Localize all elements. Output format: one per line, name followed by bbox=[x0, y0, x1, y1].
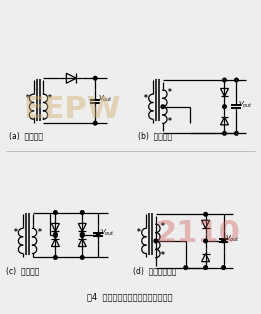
Text: *: * bbox=[38, 228, 41, 237]
Text: 2110: 2110 bbox=[155, 219, 240, 248]
Circle shape bbox=[204, 239, 207, 243]
Circle shape bbox=[93, 122, 97, 125]
Text: *: * bbox=[144, 94, 148, 103]
Text: *: * bbox=[26, 94, 29, 103]
Text: *: * bbox=[161, 251, 165, 260]
Circle shape bbox=[222, 266, 225, 269]
Text: *: * bbox=[137, 228, 141, 237]
Text: EEPW: EEPW bbox=[24, 95, 121, 124]
Circle shape bbox=[54, 256, 57, 259]
Circle shape bbox=[222, 239, 225, 243]
Text: $V_{out}$: $V_{out}$ bbox=[226, 234, 240, 244]
Text: $V_{out}$: $V_{out}$ bbox=[238, 100, 253, 110]
Circle shape bbox=[204, 213, 207, 216]
Circle shape bbox=[223, 78, 226, 82]
Text: (b)  全波整流: (b) 全波整流 bbox=[138, 131, 172, 140]
Circle shape bbox=[93, 76, 97, 80]
Circle shape bbox=[184, 266, 187, 269]
Circle shape bbox=[154, 239, 158, 243]
Circle shape bbox=[54, 233, 57, 237]
Text: *: * bbox=[168, 88, 172, 96]
Circle shape bbox=[80, 256, 84, 259]
Circle shape bbox=[80, 211, 84, 214]
Circle shape bbox=[161, 105, 165, 108]
Circle shape bbox=[223, 105, 226, 108]
Text: *: * bbox=[14, 228, 17, 237]
Text: 图4  直流变压器的副边整流滤波电路: 图4 直流变压器的副边整流滤波电路 bbox=[87, 292, 173, 301]
Circle shape bbox=[96, 233, 100, 237]
Circle shape bbox=[223, 132, 226, 135]
Circle shape bbox=[204, 266, 207, 269]
Text: (c)  全桥整流: (c) 全桥整流 bbox=[6, 266, 39, 275]
Text: $V_{out}$: $V_{out}$ bbox=[100, 228, 115, 238]
Circle shape bbox=[80, 233, 84, 237]
Text: (a)  半波整流: (a) 半波整流 bbox=[9, 131, 43, 140]
Text: *: * bbox=[48, 94, 51, 103]
Circle shape bbox=[54, 211, 57, 214]
Text: *: * bbox=[168, 117, 172, 126]
Circle shape bbox=[54, 234, 57, 237]
Text: (d)  推挽正激整流: (d) 推挽正激整流 bbox=[133, 266, 176, 275]
Circle shape bbox=[80, 234, 84, 237]
Circle shape bbox=[80, 233, 84, 236]
Circle shape bbox=[54, 233, 57, 236]
Text: *: * bbox=[161, 222, 165, 231]
Text: $V_{out}$: $V_{out}$ bbox=[98, 94, 113, 104]
Circle shape bbox=[54, 233, 57, 237]
Circle shape bbox=[235, 78, 238, 82]
Circle shape bbox=[235, 132, 238, 135]
